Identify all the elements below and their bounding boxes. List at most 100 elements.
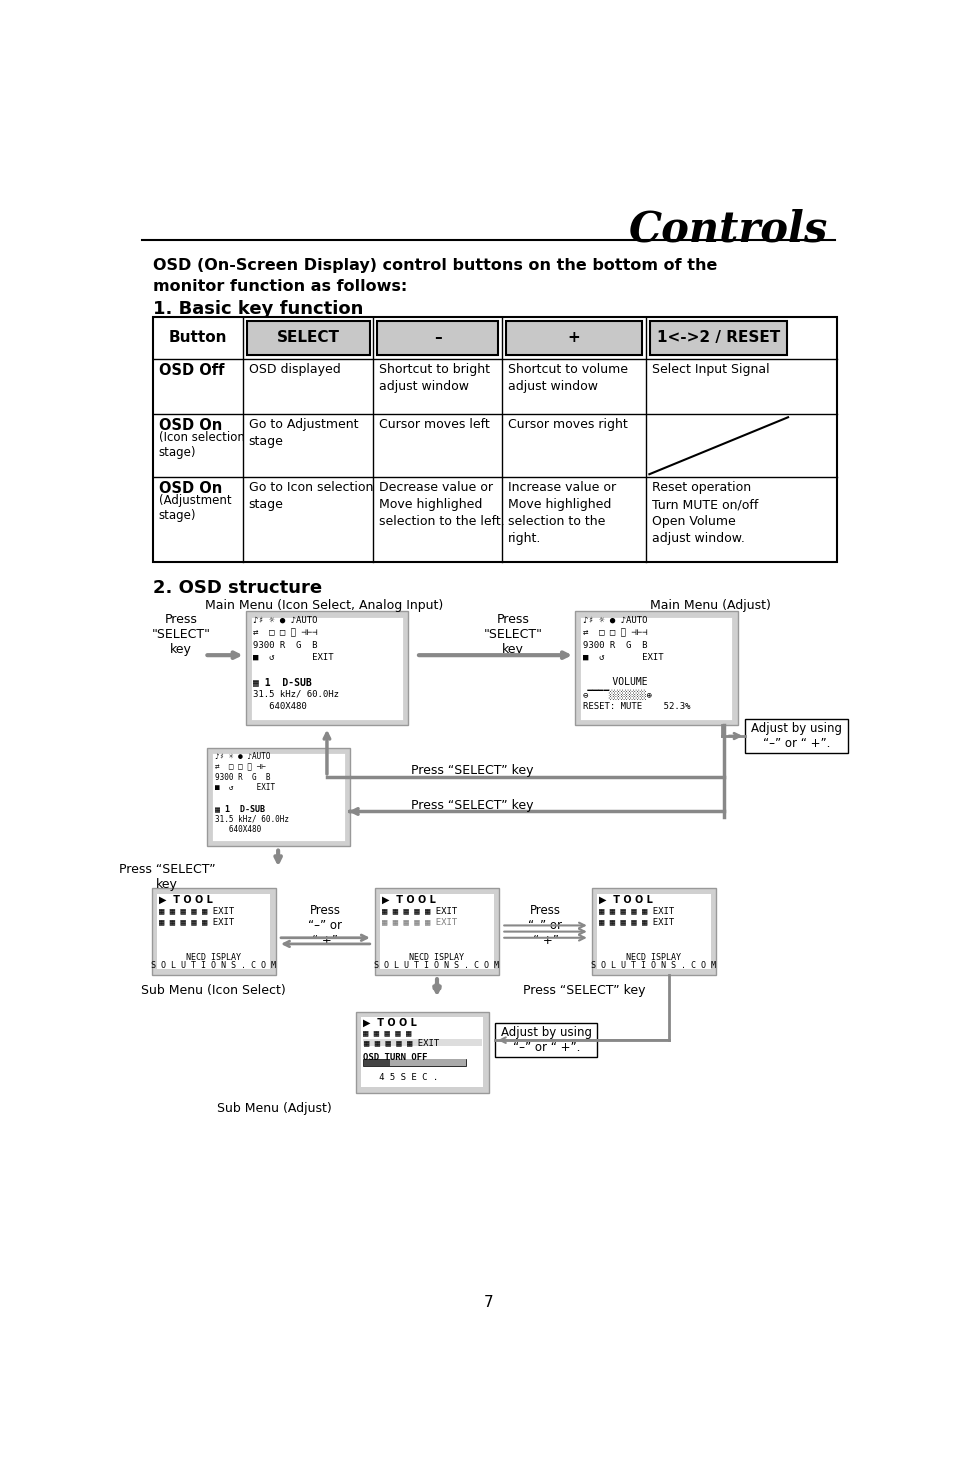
Text: ▶  T O O L: ▶ T O O L [158,895,213,906]
Text: 640X480: 640X480 [214,825,260,833]
Bar [575,611,737,726]
Text: 2. OSD structure: 2. OSD structure [153,580,322,597]
Text: Go to Adjustment
stage: Go to Adjustment stage [249,417,357,448]
Text: OSD On: OSD On [158,417,222,434]
Text: ▦ ▦ ▦ ▦ ▦ EXIT: ▦ ▦ ▦ ▦ ▦ EXIT [158,906,233,916]
Text: ▶  T O O L: ▶ T O O L [598,895,652,906]
Bar [247,322,369,355]
Text: S O L U T I O N S . C O M: S O L U T I O N S . C O M [152,962,276,971]
Text: ▦ 1  D-SUB: ▦ 1 D-SUB [253,677,312,687]
Text: –: – [434,330,441,345]
Bar [362,1059,465,1065]
Text: ♪♯ ☼ ● ♪AUTO: ♪♯ ☼ ● ♪AUTO [253,617,317,625]
Text: (Icon selection
stage): (Icon selection stage) [158,431,244,459]
Text: 9300 R  G  B: 9300 R G B [582,640,646,649]
Bar [592,888,716,975]
Bar [375,888,498,975]
Text: Button: Button [169,330,228,345]
Text: Press “SELECT” key: Press “SELECT” key [410,764,533,777]
Text: +: + [567,330,580,345]
Text: Shortcut to volume
adjust window: Shortcut to volume adjust window [507,363,627,392]
Text: Decrease value or
Move highlighed
selection to the left.: Decrease value or Move highlighed select… [378,481,504,528]
Text: ▦ ▦ ▦ ▦ ▦ EXIT: ▦ ▦ ▦ ▦ ▦ EXIT [381,906,456,916]
Bar [380,894,493,969]
Text: Main Menu (Icon Select, Analog Input): Main Menu (Icon Select, Analog Input) [205,599,443,612]
Text: 4 5 S E C .: 4 5 S E C . [362,1072,437,1081]
Bar [390,1059,465,1065]
Text: SELECT: SELECT [276,330,339,345]
Bar [153,317,836,562]
Text: Press “SELECT” key: Press “SELECT” key [522,984,645,997]
Text: Press
"SELECT"
key: Press "SELECT" key [152,614,211,656]
Text: Increase value or
Move highlighed
selection to the
right.: Increase value or Move highlighed select… [507,481,615,546]
Text: Sub Menu (Adjust): Sub Menu (Adjust) [216,1102,332,1115]
Bar [152,888,275,975]
Bar [360,1018,483,1087]
Bar [649,322,786,355]
Bar [207,748,350,847]
Text: (Adjustment
stage): (Adjustment stage) [158,494,232,522]
Text: Press
“–” or
“ +”: Press “–” or “ +” [308,904,342,947]
Text: Go to Icon selection
stage: Go to Icon selection stage [249,481,373,512]
Bar [505,322,641,355]
Text: OSD On: OSD On [158,481,222,496]
Text: S O L U T I O N S . C O M: S O L U T I O N S . C O M [591,962,716,971]
Text: 9300 R  G  B: 9300 R G B [253,640,317,649]
Text: ■  ↺     EXIT: ■ ↺ EXIT [214,783,274,792]
Text: NECD ISPLAY: NECD ISPLAY [626,953,680,962]
Text: ■  ↺       EXIT: ■ ↺ EXIT [582,653,662,662]
Bar [212,752,344,841]
Text: VOLUME: VOLUME [582,677,647,687]
Text: ♪♯ ☼ ● ♪AUTO: ♪♯ ☼ ● ♪AUTO [214,752,270,761]
Text: OSD (On-Screen Display) control buttons on the bottom of the
monitor function as: OSD (On-Screen Display) control buttons … [153,258,717,294]
Text: ▦ ▦ ▦ ▦ ▦ EXIT: ▦ ▦ ▦ ▦ ▦ EXIT [598,906,674,916]
Text: ▦ ▦ ▦ ▦ ▦ EXIT: ▦ ▦ ▦ ▦ ▦ EXIT [598,917,674,926]
Text: ▦ ▦ ▦ ▦ ▦ EXIT: ▦ ▦ ▦ ▦ ▦ EXIT [381,917,456,926]
Text: Controls: Controls [628,208,827,251]
Bar [245,611,408,726]
Text: OSD TURN OFF: OSD TURN OFF [362,1053,427,1062]
Text: Cursor moves right: Cursor moves right [507,417,627,431]
Bar [495,1024,597,1058]
Text: ⇄  □ □ ⬜ ⊣⊢⊣: ⇄ □ □ ⬜ ⊣⊢⊣ [582,628,646,637]
Text: 31.5 kHz/ 60.0Hz: 31.5 kHz/ 60.0Hz [253,690,339,699]
Text: Press
“–” or
“ +”: Press “–” or “ +” [528,904,562,947]
Text: ▦ 1  D-SUB: ▦ 1 D-SUB [214,804,264,813]
Text: 9300 R  G  B: 9300 R G B [214,773,270,782]
Bar [597,894,710,969]
Text: 1. Basic key function: 1. Basic key function [153,301,363,319]
Text: Select Input Signal: Select Input Signal [651,363,768,376]
Text: ■  ↺       EXIT: ■ ↺ EXIT [253,653,334,662]
Text: Main Menu (Adjust): Main Menu (Adjust) [649,599,770,612]
Text: NECD ISPLAY: NECD ISPLAY [409,953,464,962]
Text: NECD ISPLAY: NECD ISPLAY [186,953,241,962]
Text: Press
"SELECT"
key: Press "SELECT" key [483,614,542,656]
Text: Reset operation
Turn MUTE on/off
Open Volume
adjust window.: Reset operation Turn MUTE on/off Open Vo… [651,481,758,546]
Text: 7: 7 [483,1295,494,1310]
Text: Press “SELECT”
key: Press “SELECT” key [119,863,215,891]
Text: ⊖▔▔▔▔░░░░░░░⊕: ⊖▔▔▔▔░░░░░░░⊕ [582,689,652,699]
Text: Cursor moves left: Cursor moves left [378,417,489,431]
Text: ▶  T O O L: ▶ T O O L [362,1018,416,1028]
Bar [579,617,732,720]
Text: 640X480: 640X480 [253,702,307,711]
Bar [362,1038,481,1046]
Text: Press “SELECT” key: Press “SELECT” key [410,799,533,811]
Text: 1<->2 / RESET: 1<->2 / RESET [657,330,780,345]
Text: 31.5 kHz/ 60.0Hz: 31.5 kHz/ 60.0Hz [214,814,288,823]
Text: OSD displayed: OSD displayed [249,363,340,376]
Text: Adjust by using
“–” or “ +”.: Adjust by using “–” or “ +”. [500,1027,591,1055]
Text: ▦ ▦ ▦ ▦ ▦: ▦ ▦ ▦ ▦ ▦ [362,1030,411,1038]
Bar [744,720,847,752]
Text: ▦ ▦ ▦ ▦ ▦ EXIT: ▦ ▦ ▦ ▦ ▦ EXIT [364,1038,439,1047]
Bar [157,894,270,969]
Text: Adjust by using
“–” or “ +”.: Adjust by using “–” or “ +”. [750,723,841,749]
Text: ⇄  □ □ ⬜ ⊣⊢: ⇄ □ □ ⬜ ⊣⊢ [214,763,265,771]
Text: ▦ ▦ ▦ ▦ ▦ EXIT: ▦ ▦ ▦ ▦ ▦ EXIT [158,917,233,926]
Text: ⇄  □ □ ⬜ ⊣⊢⊣: ⇄ □ □ ⬜ ⊣⊢⊣ [253,628,317,637]
Text: Sub Menu (Icon Select): Sub Menu (Icon Select) [141,984,286,997]
Text: RESET: MUTE    52.3%: RESET: MUTE 52.3% [582,702,689,711]
Text: OSD Off: OSD Off [158,363,224,378]
Text: Shortcut to bright
adjust window: Shortcut to bright adjust window [378,363,489,392]
Bar [251,617,402,720]
